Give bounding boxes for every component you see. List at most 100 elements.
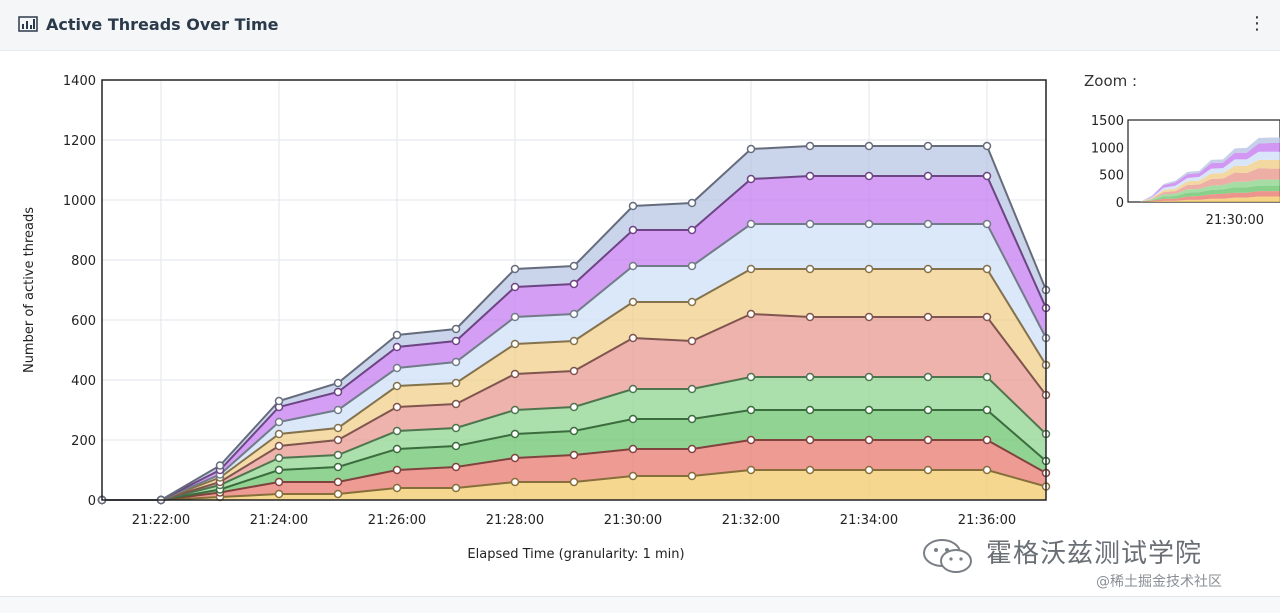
data-point[interactable] — [392, 444, 402, 454]
data-point[interactable] — [746, 405, 756, 415]
data-point[interactable] — [510, 369, 520, 379]
data-point[interactable] — [451, 378, 461, 388]
data-point[interactable] — [982, 372, 992, 382]
data-point[interactable] — [805, 264, 815, 274]
data-point[interactable] — [451, 423, 461, 433]
data-point[interactable] — [274, 441, 284, 451]
data-point[interactable] — [392, 483, 402, 493]
data-point[interactable] — [392, 330, 402, 340]
data-point[interactable] — [569, 366, 579, 376]
data-point[interactable] — [746, 309, 756, 319]
data-point[interactable] — [333, 477, 343, 487]
data-point[interactable] — [805, 312, 815, 322]
data-point[interactable] — [628, 297, 638, 307]
data-point[interactable] — [569, 309, 579, 319]
data-point[interactable] — [333, 462, 343, 472]
data-point[interactable] — [274, 429, 284, 439]
data-point[interactable] — [805, 219, 815, 229]
data-point[interactable] — [628, 384, 638, 394]
data-point[interactable] — [923, 171, 933, 181]
data-point[interactable] — [923, 465, 933, 475]
data-point[interactable] — [451, 483, 461, 493]
data-point[interactable] — [746, 144, 756, 154]
data-point[interactable] — [628, 261, 638, 271]
data-point[interactable] — [333, 435, 343, 445]
data-point[interactable] — [510, 477, 520, 487]
data-point[interactable] — [510, 282, 520, 292]
data-point[interactable] — [392, 363, 402, 373]
data-point[interactable] — [628, 414, 638, 424]
data-point[interactable] — [982, 219, 992, 229]
data-point[interactable] — [215, 461, 225, 470]
data-point[interactable] — [982, 312, 992, 322]
data-point[interactable] — [333, 405, 343, 415]
panel-menu-button[interactable]: ⋮ — [1248, 13, 1266, 34]
data-point[interactable] — [746, 174, 756, 184]
data-point[interactable] — [569, 336, 579, 346]
data-point[interactable] — [805, 171, 815, 181]
data-point[interactable] — [274, 453, 284, 463]
data-point[interactable] — [687, 225, 697, 235]
data-point[interactable] — [569, 477, 579, 487]
data-point[interactable] — [746, 219, 756, 229]
data-point[interactable] — [923, 372, 933, 382]
data-point[interactable] — [923, 435, 933, 445]
data-point[interactable] — [510, 312, 520, 322]
data-point[interactable] — [274, 396, 284, 406]
data-point[interactable] — [333, 423, 343, 433]
data-point[interactable] — [628, 333, 638, 343]
data-point[interactable] — [333, 378, 343, 388]
data-point[interactable] — [687, 471, 697, 481]
data-point[interactable] — [451, 357, 461, 367]
data-point[interactable] — [392, 381, 402, 391]
data-point[interactable] — [392, 426, 402, 436]
data-point[interactable] — [923, 219, 933, 229]
data-point[interactable] — [864, 405, 874, 415]
data-point[interactable] — [864, 435, 874, 445]
data-point[interactable] — [864, 465, 874, 475]
data-point[interactable] — [628, 444, 638, 454]
data-point[interactable] — [982, 141, 992, 151]
data-point[interactable] — [805, 435, 815, 445]
data-point[interactable] — [569, 426, 579, 436]
data-point[interactable] — [392, 402, 402, 412]
data-point[interactable] — [687, 444, 697, 454]
data-point[interactable] — [569, 402, 579, 412]
data-point[interactable] — [982, 465, 992, 475]
data-point[interactable] — [451, 441, 461, 451]
data-point[interactable] — [510, 405, 520, 415]
data-point[interactable] — [274, 417, 284, 427]
data-point[interactable] — [687, 261, 697, 271]
data-point[interactable] — [274, 477, 284, 487]
data-point[interactable] — [982, 264, 992, 274]
data-point[interactable] — [923, 312, 933, 322]
data-point[interactable] — [864, 312, 874, 322]
data-point[interactable] — [805, 405, 815, 415]
data-point[interactable] — [805, 372, 815, 382]
data-point[interactable] — [746, 372, 756, 382]
data-point[interactable] — [746, 465, 756, 475]
data-point[interactable] — [510, 339, 520, 349]
data-point[interactable] — [687, 198, 697, 208]
data-point[interactable] — [864, 264, 874, 274]
data-point[interactable] — [274, 489, 284, 499]
data-point[interactable] — [687, 336, 697, 346]
data-point[interactable] — [864, 372, 874, 382]
data-point[interactable] — [864, 171, 874, 181]
data-point[interactable] — [805, 141, 815, 151]
data-point[interactable] — [923, 264, 933, 274]
data-point[interactable] — [392, 342, 402, 352]
data-point[interactable] — [628, 225, 638, 235]
data-point[interactable] — [864, 219, 874, 229]
data-point[interactable] — [451, 336, 461, 346]
data-point[interactable] — [923, 405, 933, 415]
data-point[interactable] — [687, 297, 697, 307]
data-point[interactable] — [687, 384, 697, 394]
data-point[interactable] — [569, 279, 579, 289]
data-point[interactable] — [333, 450, 343, 460]
data-point[interactable] — [746, 435, 756, 445]
data-point[interactable] — [628, 201, 638, 211]
data-point[interactable] — [864, 141, 874, 151]
data-point[interactable] — [333, 387, 343, 397]
data-point[interactable] — [451, 399, 461, 409]
